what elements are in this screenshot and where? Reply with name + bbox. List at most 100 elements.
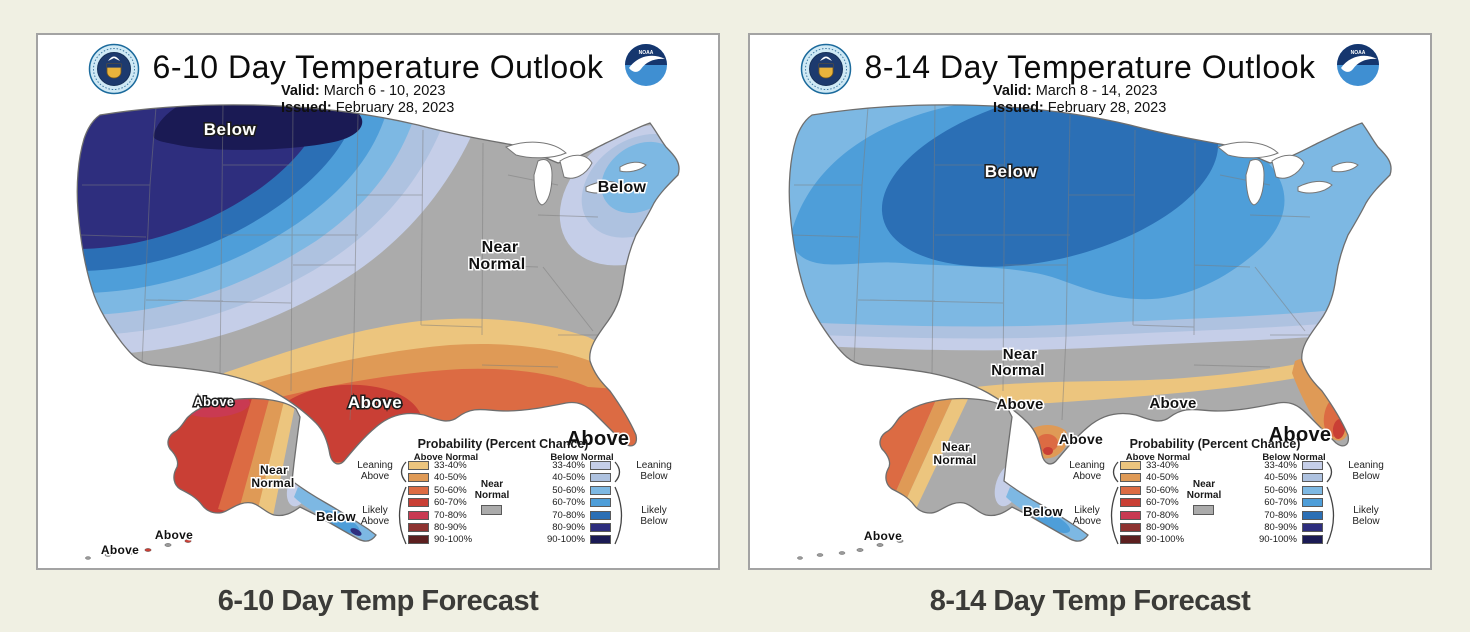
outlook-panel-6-10: Below Near Normal Below Above Above Abov…	[36, 33, 720, 570]
legend-swatch-near-normal	[481, 505, 502, 515]
legend-swatch-below-2	[590, 486, 611, 495]
label-texas-above: Above	[348, 393, 402, 412]
legend-range-label: 33-40%	[1264, 460, 1297, 471]
probability-legend: Probability (Percent Chance) Above Norma…	[353, 437, 678, 555]
legend-below-header: Below Normal	[1262, 452, 1326, 463]
legend-range-label: 50-60%	[1264, 485, 1297, 496]
label-alaska-below: Below	[316, 509, 356, 524]
legend-range-label: 70-80%	[1146, 510, 1179, 521]
state-borders	[791, 104, 1311, 421]
band-above-60-70-stx	[1043, 447, 1053, 455]
legend-range-label: 70-80%	[434, 510, 467, 521]
legend-range-label: 33-40%	[434, 460, 467, 471]
label-texas-near: Near	[1003, 346, 1038, 363]
label-alaska-near: Near	[942, 440, 970, 454]
legend-swatch-below-5	[590, 523, 611, 532]
legend-swatch-below-3	[1302, 498, 1323, 507]
legend-swatch-below-6	[1302, 535, 1323, 544]
label-alaska-near: Near	[260, 463, 288, 477]
label-aleutian-above: Above	[864, 529, 902, 543]
label-gulf-above-central: Above	[1149, 395, 1196, 412]
temperature-outlook-map-8-14: Below Near Normal Above Above Above Abov…	[788, 104, 1392, 560]
legend-swatch-above-2	[1120, 486, 1141, 495]
aleutian-islands	[797, 539, 904, 560]
legend-below-header: Below Normal	[550, 452, 614, 463]
legend-range-label: 90-100%	[546, 534, 585, 545]
great-lakes	[1216, 141, 1359, 206]
outlook-panel-8-14: Below Near Normal Above Above Above Abov…	[748, 33, 1432, 570]
label-alaska-below: Below	[1023, 504, 1063, 519]
legend-range-label: 80-90%	[1146, 522, 1179, 533]
band-below-90-100	[153, 104, 363, 150]
legend-likely-below: Likely Below	[1352, 505, 1380, 527]
label-southeast-above: Above	[567, 428, 630, 450]
legend-near-normal: Near Normal	[1186, 479, 1222, 501]
legend-swatch-above-4	[1120, 511, 1141, 520]
caption-8-14: 8-14 Day Temp Forecast	[929, 585, 1251, 617]
legend-swatch-above-2	[408, 486, 429, 495]
label-plains-below: Below	[985, 162, 1038, 181]
legend-braces	[1110, 461, 1335, 545]
legend-leaning-above: Leaning Above	[357, 460, 393, 482]
legend-leaning-below: Leaning Below	[1348, 460, 1384, 482]
legend-swatch-below-0	[590, 461, 611, 470]
legend-range-label: 80-90%	[434, 522, 467, 533]
legend-swatch-above-1	[408, 473, 429, 482]
aleutian-islands	[85, 539, 192, 560]
label-midwest-near: Near	[482, 239, 519, 256]
great-lakes	[504, 141, 647, 206]
legend-swatch-above-4	[408, 511, 429, 520]
legend-leaning-above: Leaning Above	[1069, 460, 1105, 482]
legend-swatch-above-5	[1120, 523, 1141, 532]
legend-swatch-above-3	[408, 498, 429, 507]
label-southeast-above: Above	[1269, 424, 1332, 446]
label-texas-normal: Normal	[991, 362, 1044, 379]
legend-swatch-below-2	[1302, 486, 1323, 495]
legend-range-label: 70-80%	[552, 510, 585, 521]
legend-swatch-below-3	[590, 498, 611, 507]
legend-swatch-below-1	[1302, 473, 1323, 482]
legend-swatch-below-4	[590, 511, 611, 520]
legend-title: Probability (Percent Chance)	[417, 437, 589, 451]
legend-range-label: 60-70%	[552, 497, 585, 508]
alaska-outline	[167, 397, 377, 542]
legend-range-label: 40-50%	[434, 472, 467, 483]
label-northeast-below: Below	[598, 179, 647, 196]
legend-swatch-below-6	[590, 535, 611, 544]
legend-swatch-above-3	[1120, 498, 1141, 507]
legend-range-label: 40-50%	[552, 472, 585, 483]
label-alaska-above: Above	[194, 395, 235, 409]
alaska-outline	[879, 397, 1089, 542]
temperature-outlook-map-6-10: Below Near Normal Below Above Above Abov…	[76, 104, 680, 560]
legend-above-header: Above Normal	[413, 452, 479, 463]
legend-range-label: 40-50%	[1146, 472, 1179, 483]
legend-likely-above: Likely Above	[1072, 505, 1102, 527]
label-aleutian-above-2: Above	[101, 543, 139, 557]
legend-range-label: 50-60%	[552, 485, 585, 496]
caption-6-10: 6-10 Day Temp Forecast	[217, 585, 539, 617]
legend-range-label: 90-100%	[1146, 534, 1185, 545]
state-borders	[79, 104, 599, 421]
legend-range-label: 33-40%	[1146, 460, 1179, 471]
legend-swatch-above-1	[1120, 473, 1141, 482]
legend-near-normal: Near Normal	[474, 479, 510, 501]
label-aleutian-above-1: Above	[155, 528, 193, 542]
legend-swatch-above-6	[408, 535, 429, 544]
legend-range-label: 50-60%	[434, 485, 467, 496]
legend-swatch-above-5	[408, 523, 429, 532]
legend-swatch-below-5	[1302, 523, 1323, 532]
legend-range-label: 80-90%	[1264, 522, 1297, 533]
probability-legend: Probability (Percent Chance) Above Norma…	[1065, 437, 1390, 555]
captions-row: 6-10 Day Temp Forecast 8-14 Day Temp For…	[0, 585, 1470, 618]
legend-range-label: 40-50%	[1264, 472, 1297, 483]
maps-row: Below Near Normal Below Above Above Abov…	[36, 33, 1432, 570]
legend-range-label: 90-100%	[1258, 534, 1297, 545]
legend-swatch-below-0	[1302, 461, 1323, 470]
legend-swatch-above-0	[1120, 461, 1141, 470]
conus-outline	[76, 104, 680, 465]
map-region-labels-8-14: Below Near Normal Above Above Above Abov…	[862, 161, 1332, 545]
legend-range-label: 33-40%	[552, 460, 585, 471]
label-nw-below: Below	[204, 120, 257, 139]
band-above-50-60-stx	[1036, 434, 1058, 452]
legend-range-label: 60-70%	[434, 497, 467, 508]
